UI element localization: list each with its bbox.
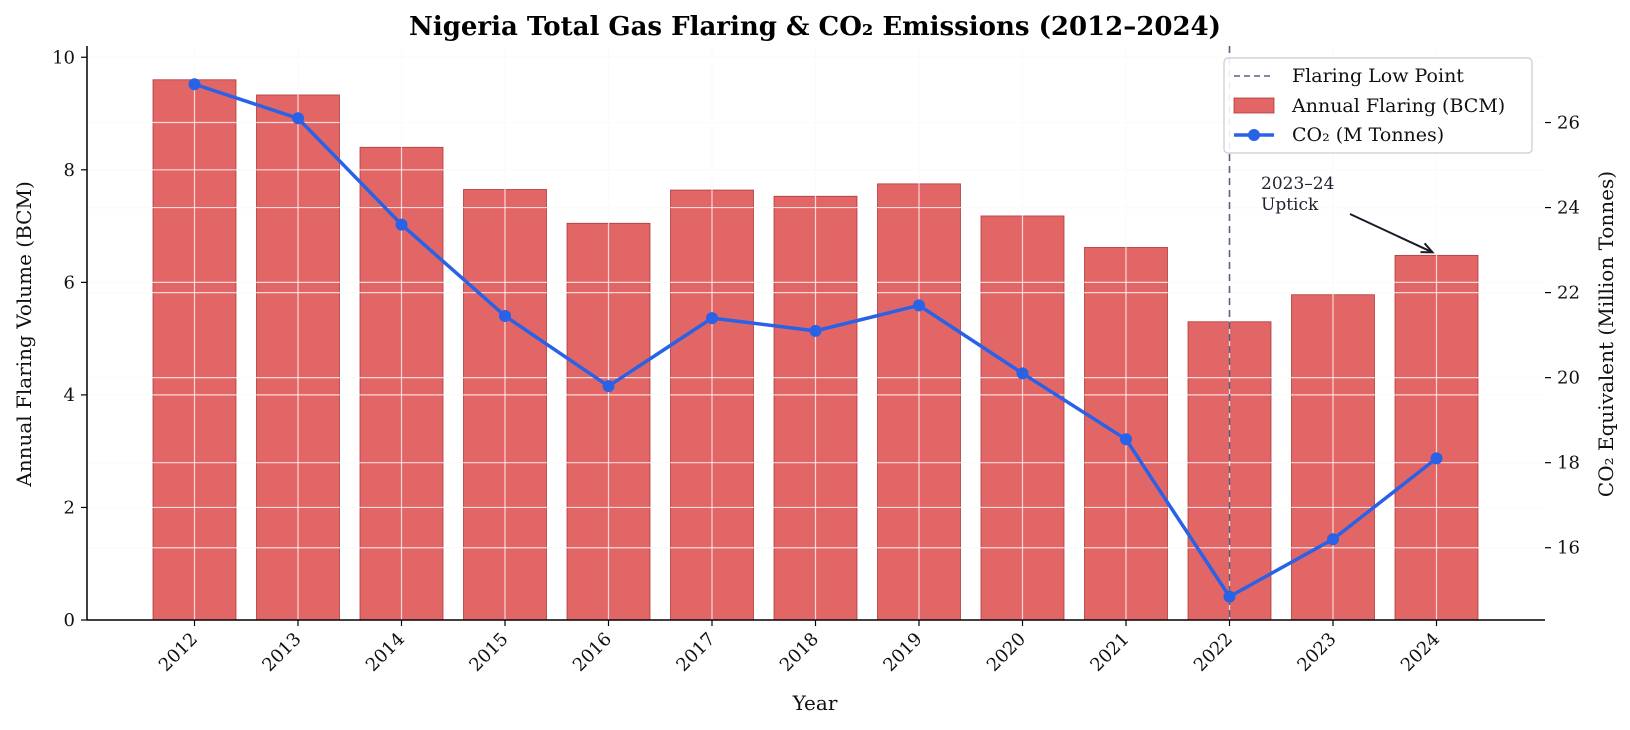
x-tick-label-2018: 2018 xyxy=(776,629,823,676)
y-tick-label-left: 2 xyxy=(64,497,75,518)
y-tick-label-left: 0 xyxy=(64,610,75,631)
y-tick-label-right: 26 xyxy=(1557,113,1580,134)
y-tick-label-right: 22 xyxy=(1557,283,1580,304)
annotation-text-line: Uptick xyxy=(1261,195,1319,215)
x-tick-label-2019: 2019 xyxy=(879,629,926,676)
legend-swatch-flaring xyxy=(1233,97,1275,114)
x-tick-label-2017: 2017 xyxy=(672,629,719,676)
x-tick-label-2015: 2015 xyxy=(465,629,512,676)
co2-point-2024 xyxy=(1430,452,1443,465)
co2-point-2022 xyxy=(1223,590,1236,603)
line-layer xyxy=(188,78,1443,603)
y-tick-label-right: 20 xyxy=(1557,368,1580,389)
y-tick-label-right: 24 xyxy=(1557,198,1580,219)
y-tick-label-left: 8 xyxy=(64,160,75,181)
x-axis-title: Year xyxy=(792,691,838,715)
y-tick-label-left: 4 xyxy=(64,385,75,406)
co2-point-2015 xyxy=(499,309,511,322)
bar-layer xyxy=(87,46,1545,621)
co2-point-2020 xyxy=(1016,367,1029,380)
y-axis-title-left: Annual Flaring Volume (BCM) xyxy=(12,181,36,488)
x-tick-label-2020: 2020 xyxy=(983,629,1030,676)
x-tick-label-2023: 2023 xyxy=(1293,629,1340,676)
co2-point-2019 xyxy=(913,299,925,312)
x-tick-label-2024: 2024 xyxy=(1397,629,1444,676)
legend: Flaring Low Point Annual Flaring (BCM) C… xyxy=(1223,57,1533,154)
y-tick-label-right: 18 xyxy=(1557,453,1580,474)
legend-label-flaring: Annual Flaring (BCM) xyxy=(1291,95,1505,117)
legend-swatch-co2-marker xyxy=(1248,129,1260,141)
chart-title: Nigeria Total Gas Flaring & CO₂ Emission… xyxy=(409,12,1221,42)
annotation-text-line: 2023–24 xyxy=(1261,174,1334,194)
legend-frame xyxy=(1223,57,1533,154)
co2-point-2016 xyxy=(602,380,615,393)
x-tick-label-2012: 2012 xyxy=(155,629,202,676)
legend-label-reference-line: Flaring Low Point xyxy=(1292,65,1464,87)
co2-point-2017 xyxy=(706,312,718,325)
y-tick-label-left: 10 xyxy=(52,47,75,68)
x-tick-label-2022: 2022 xyxy=(1190,629,1237,676)
co2-point-2023 xyxy=(1327,533,1339,546)
legend-label-co2: CO₂ (M Tonnes) xyxy=(1292,124,1444,146)
y-tick-label-right: 16 xyxy=(1557,538,1580,559)
co2-point-2013 xyxy=(292,112,304,125)
annotation-arrow-head xyxy=(1420,242,1435,254)
annotation-arrow-shaft xyxy=(1349,213,1433,254)
co2-point-2018 xyxy=(809,324,822,337)
y-tick-label-left: 6 xyxy=(64,272,75,293)
co2-point-2021 xyxy=(1120,433,1132,446)
y-axis-title-right: CO₂ Equivalent (Million Tonnes) xyxy=(1594,171,1618,497)
x-tick-label-2016: 2016 xyxy=(569,629,616,676)
x-tick-label-2014: 2014 xyxy=(362,629,409,676)
x-tick-label-2021: 2021 xyxy=(1086,629,1133,676)
co2-point-2012 xyxy=(188,78,201,91)
x-tick-label-2013: 2013 xyxy=(258,629,305,676)
co2-point-2014 xyxy=(395,218,408,231)
